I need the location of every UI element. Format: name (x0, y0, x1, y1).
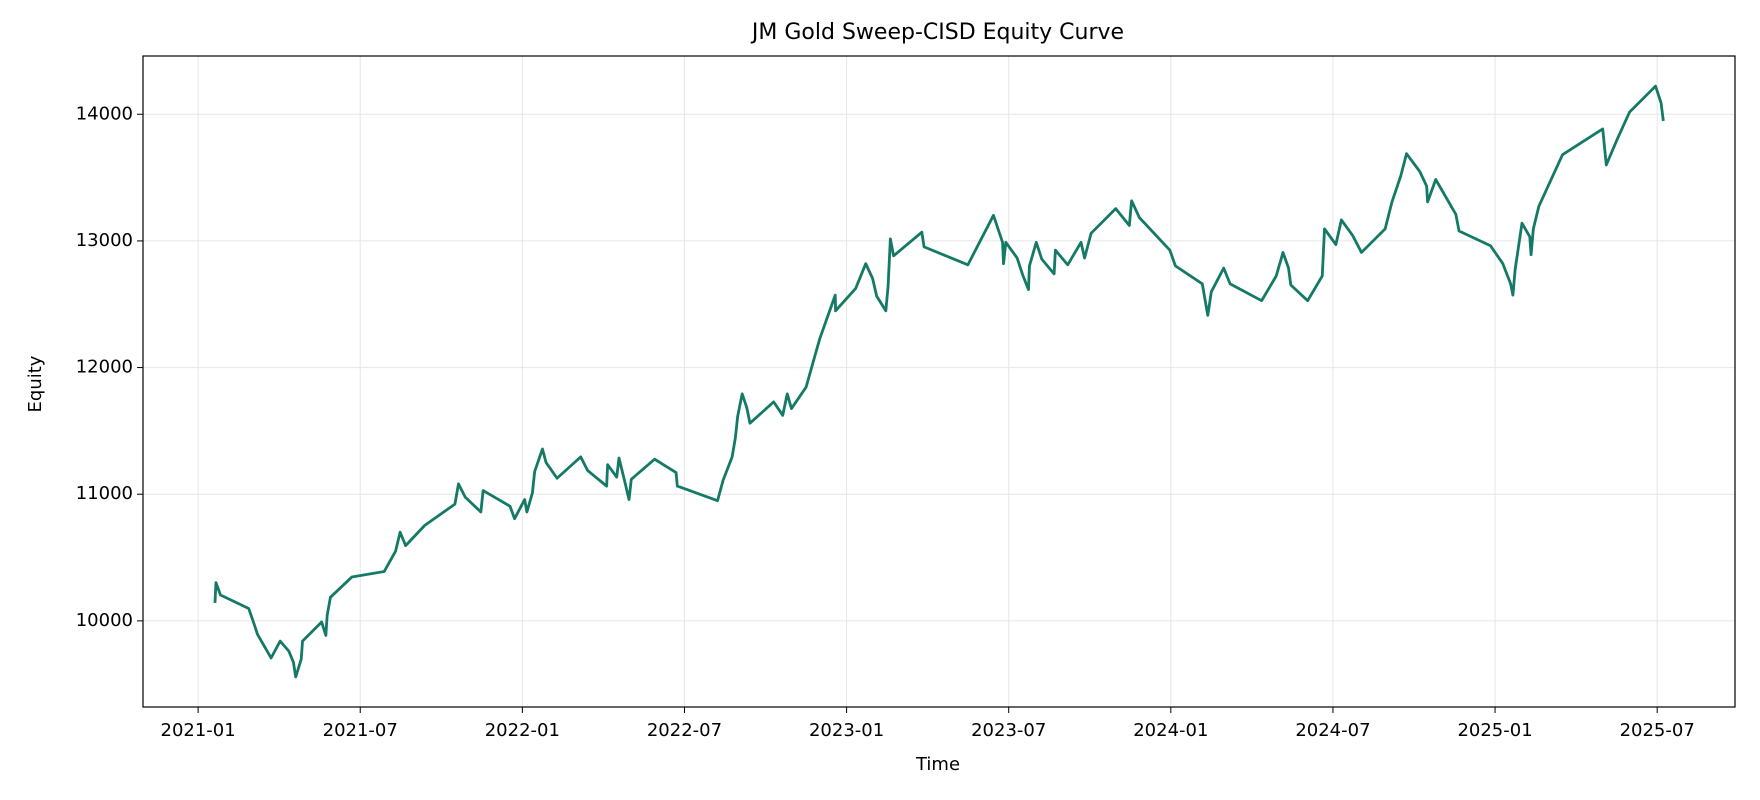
plot-frame (142, 55, 1736, 708)
x-tick-label: 2022-07 (647, 720, 722, 741)
x-tick-label: 2024-07 (1295, 720, 1370, 741)
x-tick-label: 2022-01 (485, 720, 560, 741)
x-tick-label: 2025-07 (1620, 720, 1695, 741)
x-tick-label: 2023-07 (971, 720, 1046, 741)
y-tick-label: 14000 (76, 103, 133, 124)
y-tick-label: 12000 (76, 357, 133, 378)
x-tick-label: 2021-07 (323, 720, 398, 741)
y-tick-label: 13000 (76, 230, 133, 251)
x-tick-label: 2024-01 (1133, 720, 1208, 741)
x-tick-label: 2021-01 (161, 720, 236, 741)
y-axis-label: Equity (25, 355, 46, 412)
chart-title: JM Gold Sweep-CISD Equity Curve (750, 20, 1124, 45)
x-tick-label: 2025-01 (1457, 720, 1532, 741)
x-axis-label: Time (915, 754, 960, 775)
y-tick-label: 10000 (76, 610, 133, 631)
x-tick-label: 2023-01 (809, 720, 884, 741)
equity-line (213, 84, 1665, 679)
y-tick-label: 11000 (76, 483, 133, 504)
